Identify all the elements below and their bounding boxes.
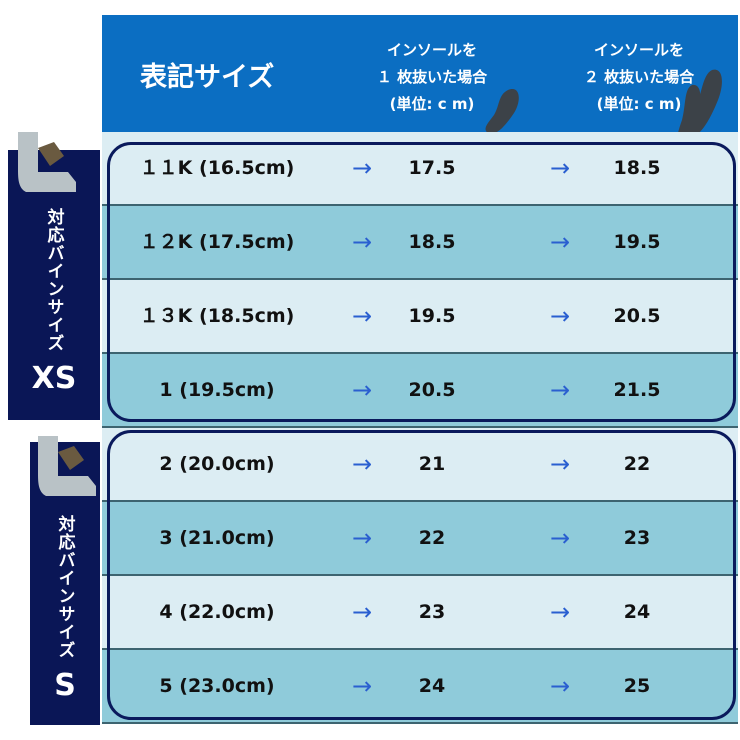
arrow-icon: → [549,154,571,182]
size-label: 3 (21.0cm) [159,527,275,549]
arrow-icon: → [351,228,373,256]
table-row: １２K (17.5cm) → 18.5 → 19.5 [102,206,738,280]
value-two-insoles: 23 [623,527,651,549]
header-col-2-line: インソールを [593,41,684,59]
table-row: 3 (21.0cm) → 22 → 23 [102,502,738,576]
size-label: １２K (17.5cm) [139,231,295,253]
binding-size-label: 対応バインサイズ [43,208,64,352]
binding-image-xs [18,132,76,192]
arrow-icon: → [351,376,373,404]
table-row: 4 (22.0cm) → 23 → 24 [102,576,738,650]
header-title: 表記サイズ [140,62,275,93]
header-col-1: インソールを １ 枚抜いた場合 (単位: c m) [357,37,507,118]
arrow-icon: → [351,450,373,478]
arrow-icon: → [549,376,571,404]
insole-icon [485,89,519,134]
size-label: 1 (19.5cm) [159,379,275,401]
header-col-1-line: (単位: c m) [389,95,475,113]
binding-size-s: S [54,668,76,703]
value-one-insole: 17.5 [408,157,456,179]
arrow-icon: → [351,598,373,626]
arrow-icon: → [549,228,571,256]
arrow-icon: → [549,672,571,700]
value-one-insole: 23 [418,601,446,623]
value-one-insole: 22 [418,527,446,549]
value-two-insoles: 19.5 [613,231,661,253]
table-row: １１K (16.5cm) → 17.5 → 18.5 [102,132,738,206]
value-one-insole: 21 [418,453,446,475]
arrow-icon: → [549,450,571,478]
header-col-1-line: １ 枚抜いた場合 [376,68,488,86]
size-label: １３K (18.5cm) [139,305,295,327]
value-two-insoles: 24 [623,601,651,623]
binding-size-xs: XS [31,361,77,396]
table-row: １３K (18.5cm) → 19.5 → 20.5 [102,280,738,354]
value-two-insoles: 20.5 [613,305,661,327]
value-one-insole: 18.5 [408,231,456,253]
arrow-icon: → [549,302,571,330]
arrow-icon: → [351,672,373,700]
xs-binding-panel: 対応バインサイズ XS [8,150,100,420]
table-row: 5 (23.0cm) → 24 → 25 [102,650,738,724]
arrow-icon: → [351,154,373,182]
header-col-2-line: (単位: c m) [596,95,682,113]
table-row: 1 (19.5cm) → 20.5 → 21.5 [102,354,738,428]
size-label: １１K (16.5cm) [139,157,295,179]
header-col-2-line: ２ 枚抜いた場合 [583,68,695,86]
header-col-1-line: インソールを [386,41,477,59]
table-header: 表記サイズ インソールを １ 枚抜いた場合 (単位: c m) インソールを ２… [102,15,738,132]
value-two-insoles: 25 [623,675,651,697]
binding-image-s [38,436,96,496]
size-label: 2 (20.0cm) [159,453,275,475]
arrow-icon: → [351,524,373,552]
arrow-icon: → [351,302,373,330]
value-two-insoles: 21.5 [613,379,661,401]
binding-size-label: 対応バインサイズ [54,515,75,659]
header-col-2: インソールを ２ 枚抜いた場合 (単位: c m) [564,37,714,118]
value-one-insole: 19.5 [408,305,456,327]
size-label: 4 (22.0cm) [159,601,275,623]
insole-pair-icon [676,69,722,147]
value-one-insole: 20.5 [408,379,456,401]
size-label: 5 (23.0cm) [159,675,275,697]
arrow-icon: → [549,524,571,552]
value-two-insoles: 18.5 [613,157,661,179]
size-table: １１K (16.5cm) → 17.5 → 18.5 １２K (17.5cm) → 18.5 →… [102,132,738,724]
table-row: 2 (20.0cm) → 21 → 22 [102,428,738,502]
arrow-icon: → [549,598,571,626]
value-two-insoles: 22 [623,453,651,475]
value-one-insole: 24 [418,675,446,697]
